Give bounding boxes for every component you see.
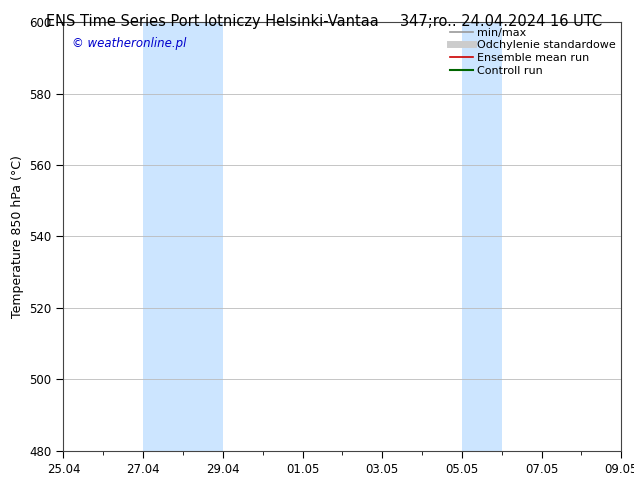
Legend: min/max, Odchylenie standardowe, Ensemble mean run, Controll run: min/max, Odchylenie standardowe, Ensembl… bbox=[448, 25, 618, 78]
Y-axis label: Temperature 850 hPa (°C): Temperature 850 hPa (°C) bbox=[11, 155, 24, 318]
Text: © weatheronline.pl: © weatheronline.pl bbox=[72, 37, 186, 50]
Bar bbox=[143, 22, 223, 451]
Text: 347;ro.. 24.04.2024 16 UTC: 347;ro.. 24.04.2024 16 UTC bbox=[400, 14, 602, 29]
Bar bbox=[462, 22, 501, 451]
Text: ENS Time Series Port lotniczy Helsinki-Vantaa: ENS Time Series Port lotniczy Helsinki-V… bbox=[46, 14, 378, 29]
